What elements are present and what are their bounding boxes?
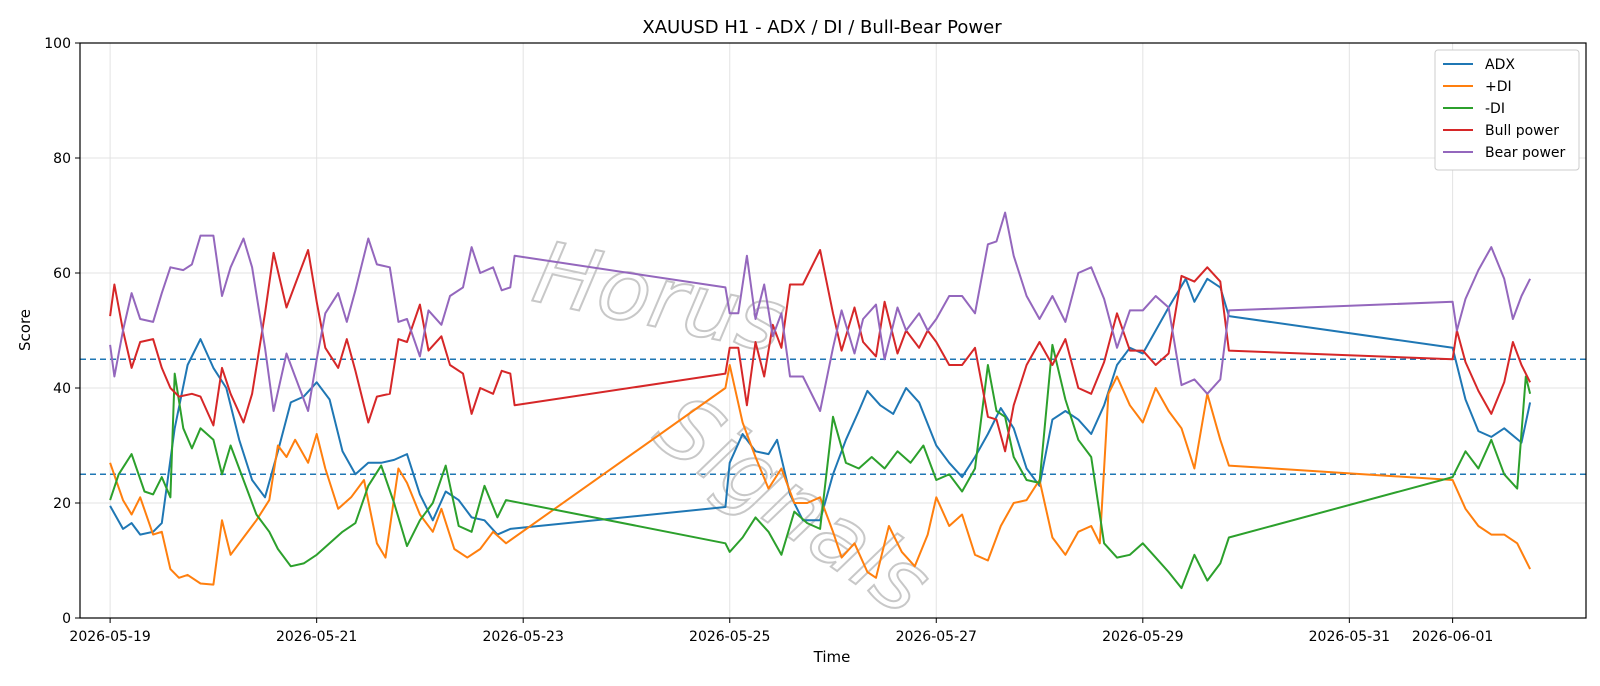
- series-line-bear-power: [109, 211, 1531, 412]
- legend-label: Bear power: [1485, 145, 1566, 161]
- y-tick-label: 20: [53, 496, 71, 512]
- x-ticks: 2026-05-19 2026-05-21 2026-05-23 2026-05-25…: [69, 618, 1493, 645]
- series-line--di: [109, 364, 1531, 586]
- legend: ADX +DI -DI Bull power Bear power: [1434, 49, 1580, 171]
- series-line--di: [109, 343, 1532, 590]
- x-tick-label: 2026-05-23: [483, 629, 564, 645]
- y-axis-title: Score: [16, 309, 34, 351]
- y-tick-label: 80: [53, 151, 71, 167]
- x-tick-label: 2026-05-29: [1102, 629, 1183, 645]
- y-tick-label: 100: [44, 36, 71, 52]
- x-tick-label: 2026-06-01: [1412, 629, 1493, 645]
- y-ticks: 0 20 40 60 80 100: [44, 36, 80, 627]
- plot-frame: [79, 42, 1587, 619]
- x-tick-label: 2026-05-27: [896, 629, 977, 645]
- watermark-bottom: Signals: [638, 375, 948, 634]
- x-tick-label: 2026-05-31: [1309, 629, 1390, 645]
- legend-label: -DI: [1485, 101, 1505, 117]
- y-tick-label: 40: [53, 381, 71, 397]
- series-line-bull-power: [109, 249, 1531, 453]
- x-axis-title: Time: [813, 648, 851, 666]
- x-tick-label: 2026-05-19: [69, 629, 150, 645]
- legend-box: [1434, 49, 1580, 171]
- y-tick-label: 0: [62, 611, 71, 627]
- series-layer: [109, 211, 1532, 590]
- legend-label: +DI: [1485, 79, 1512, 95]
- x-tick-label: 2026-05-21: [276, 629, 357, 645]
- y-tick-label: 60: [53, 266, 71, 282]
- x-tick-label: 2026-05-25: [689, 629, 770, 645]
- legend-label: Bull power: [1485, 123, 1559, 139]
- chart-title: XAUUSD H1 - ADX / DI / Bull-Bear Power: [642, 17, 1002, 38]
- legend-label: ADX: [1485, 57, 1515, 73]
